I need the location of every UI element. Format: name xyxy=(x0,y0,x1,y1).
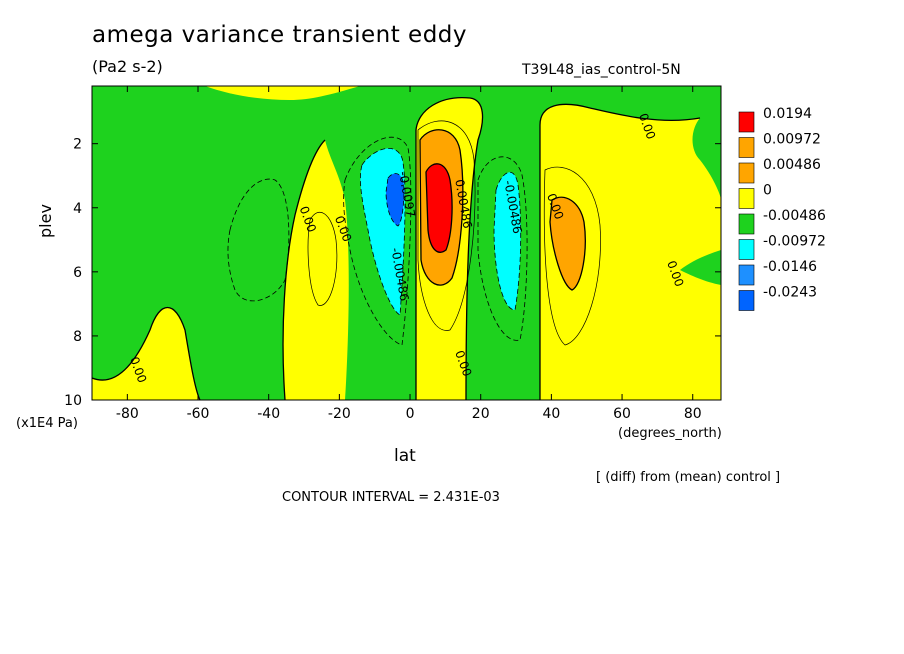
x-tick-label: -80 xyxy=(116,406,139,422)
colorbar-label: 0 xyxy=(763,183,772,199)
field-yellow-north-band xyxy=(540,104,721,400)
x-axis-ticks: -80 -60 -40 -20 0 20 40 60 80 xyxy=(116,86,702,422)
colorbar-label: -0.00486 xyxy=(763,208,826,224)
x-tick-label: 40 xyxy=(542,406,560,422)
colorbar: 0.0194 0.00972 0.00486 0 -0.00486 -0.00972 -0.… xyxy=(738,106,826,311)
solid-contours xyxy=(92,96,701,400)
contour-interval: CONTOUR INTERVAL = 2.431E-03 xyxy=(282,490,500,505)
y-tick-label: 6 xyxy=(73,265,82,281)
x-tick-label: 80 xyxy=(684,406,702,422)
field-yellow-west-edge xyxy=(92,307,200,400)
colorbar-label: -0.00972 xyxy=(763,234,826,250)
colorbar-swatch xyxy=(738,111,755,133)
colorbar-label: 0.00972 xyxy=(763,132,821,148)
run-name: T39L48_ias_control-5N xyxy=(522,62,681,78)
colorbar-swatch xyxy=(738,290,755,311)
dashed-contours xyxy=(227,136,528,346)
thin-contours xyxy=(307,120,601,346)
colorbar-label: -0.0146 xyxy=(763,259,817,275)
field-cyan-north xyxy=(494,172,521,310)
x-tick-label: 20 xyxy=(472,406,490,422)
colorbar-swatch xyxy=(738,137,755,158)
chart-title: amega variance transient eddy xyxy=(92,22,468,48)
colorbar-swatch xyxy=(738,188,755,209)
field-green-north-tongue xyxy=(680,250,721,285)
colorbar-label: 0.0194 xyxy=(763,106,812,122)
contour-fields: 0.00 0.000.000.000.00 0.000.000.00486 -0.00… xyxy=(92,86,721,400)
x-tick-label: -60 xyxy=(187,406,210,422)
colorbar-swatch xyxy=(738,264,755,286)
y-tick-label: 2 xyxy=(73,137,82,153)
x-axis-label: lat xyxy=(394,446,416,466)
x-tick-label: -20 xyxy=(328,406,351,422)
field-red-core xyxy=(426,163,453,253)
y-tick-label: 10 xyxy=(64,393,82,409)
colorbar-label: -0.0243 xyxy=(763,285,817,301)
field-blue-core xyxy=(386,173,404,226)
colorbar-swatch xyxy=(738,162,755,184)
x-axis-unit: (degrees_north) xyxy=(618,426,722,441)
y-axis-unit: (x1E4 Pa) xyxy=(16,416,78,431)
x-tick-label: 60 xyxy=(613,406,631,422)
y-tick-label: 8 xyxy=(73,329,82,345)
x-tick-label: -40 xyxy=(257,406,280,422)
colorbar-swatch xyxy=(738,239,755,260)
field-yellow-top-band xyxy=(205,86,360,100)
field-green-north-lobe xyxy=(692,86,721,200)
x-tick-label: 0 xyxy=(406,406,415,422)
y-tick-label: 4 xyxy=(73,201,82,217)
field-yellow-south-band xyxy=(283,140,349,400)
colorbar-label: 0.00486 xyxy=(763,157,821,173)
colorbar-swatch xyxy=(738,213,755,235)
y-axis-ticks: 2 4 6 8 10 xyxy=(64,137,721,409)
plot-frame xyxy=(91,85,722,401)
diff-note: [ (diff) from (mean) control ] xyxy=(596,470,781,485)
chart-units: (Pa2 s-2) xyxy=(92,57,163,76)
